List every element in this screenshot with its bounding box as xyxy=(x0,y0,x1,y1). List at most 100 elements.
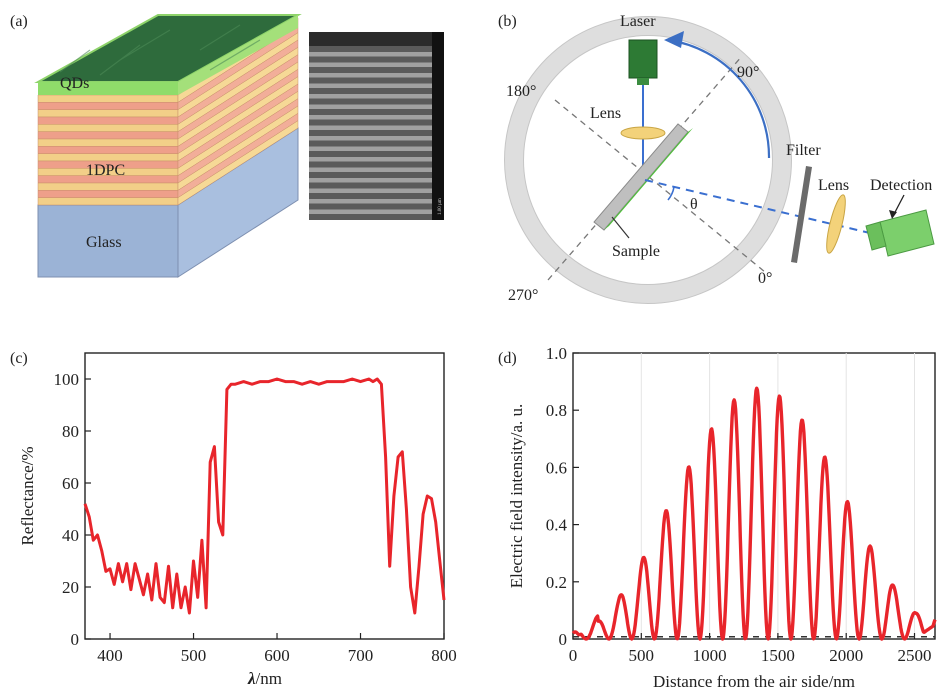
plot-c-ytick-label: 40 xyxy=(62,526,79,545)
plot-c-ytick-label: 20 xyxy=(62,578,79,597)
panel-d: (d) 0 500 1000 1500 2000 2500 0 0.2 0.4 0.6 0.8 1.0… xyxy=(498,344,937,691)
sample-label: Sample xyxy=(612,243,660,260)
panel-c-label: (c) xyxy=(10,350,28,367)
plot-c-ylabel: Reflectance/% xyxy=(18,446,37,545)
plot-c-frame xyxy=(84,352,445,640)
panel-a: (a) Glass 1DPC QDs 1.00 µm xyxy=(10,13,444,278)
sem-image: 1.00 µm xyxy=(309,32,444,220)
pc-layer-front xyxy=(37,116,179,125)
detection-label: Detection xyxy=(870,177,932,194)
pc-layer-front xyxy=(37,102,179,110)
rotation-arrowhead xyxy=(664,31,684,48)
plot-d-xtick-label: 1500 xyxy=(761,646,795,665)
pc-layer-front xyxy=(37,190,179,198)
angle-90: 90° xyxy=(737,64,759,81)
theta-arc xyxy=(667,186,675,201)
outer-lens xyxy=(826,194,846,254)
sem-layer-stripe xyxy=(309,83,432,88)
plot-d-ylabel: Electric field intensity/a. u. xyxy=(507,404,526,589)
plot-c-xlabel: λ/nm xyxy=(247,669,282,688)
pc-label: 1DPC xyxy=(86,162,125,179)
detector xyxy=(865,209,935,257)
outer-lens-label: Lens xyxy=(818,177,849,194)
plot-c-xtick-label: 800 xyxy=(431,646,457,665)
qd-layer xyxy=(34,14,302,95)
sem-layer-stripe xyxy=(309,94,432,99)
sem-layer-stripe xyxy=(309,136,432,141)
panel-c: (c) 400 500 600 700 800 0 20 40 60 80 100 Reflecta… xyxy=(10,350,457,688)
plot-c-xlabel-symbol: λ xyxy=(247,669,256,688)
panel-b-label: (b) xyxy=(498,13,517,30)
sem-layer-stripe xyxy=(309,62,432,67)
angle-270: 270° xyxy=(508,287,538,304)
sem-layer-stripe xyxy=(309,115,432,120)
sem-layer-stripe xyxy=(309,157,432,162)
sample xyxy=(593,123,693,231)
plot-d-ytick-label: 0.2 xyxy=(546,573,567,592)
plot-c-xtick-label: 600 xyxy=(264,646,290,665)
filter-label: Filter xyxy=(786,142,821,159)
sem-layer-stripe xyxy=(309,167,432,172)
detection-beam xyxy=(644,179,871,234)
plot-c-ytick-label: 60 xyxy=(62,474,79,493)
sem-layer-stripe xyxy=(309,199,432,204)
panel-a-label: (a) xyxy=(10,13,28,30)
sem-layer-stripe xyxy=(309,52,432,57)
pc-layer-front xyxy=(37,124,179,132)
panel-b: (b) Laser Lens Sample xyxy=(498,13,935,304)
sem-layer-stripe xyxy=(309,146,432,151)
plot-c-xtick-label: 400 xyxy=(97,646,123,665)
plot-d-ytick-label: 0.4 xyxy=(546,516,568,535)
plot-d-xtick-label: 1000 xyxy=(693,646,727,665)
reflectance-series-line xyxy=(83,377,446,615)
sem-scale-text: 1.00 µm xyxy=(438,198,443,215)
rotation-arrow xyxy=(667,38,771,159)
plot-d-ytick-label: 0.8 xyxy=(546,401,567,420)
pc-layer-front xyxy=(37,182,179,191)
panel-d-label: (d) xyxy=(498,350,517,367)
pc-layer-front xyxy=(37,197,179,206)
plot-d-xtick-label: 2500 xyxy=(898,646,932,665)
glass-label: Glass xyxy=(86,234,122,251)
plot-d-ytick-label: 1.0 xyxy=(546,344,567,363)
pc-layer-side xyxy=(177,120,299,206)
plot-d-ytick-label: 0.6 xyxy=(546,458,567,477)
plot-c-ytick-label: 0 xyxy=(71,630,80,649)
plot-d-xtick-label: 2000 xyxy=(829,646,863,665)
plot-d-xlabel: Distance from the air side/nm xyxy=(653,672,855,691)
sem-layer-stripe xyxy=(309,125,432,130)
laser-label: Laser xyxy=(620,13,656,30)
theta-label: θ xyxy=(690,196,698,213)
sem-layer-stripe xyxy=(309,178,432,183)
pc-layer-front xyxy=(37,146,179,154)
sem-layer-stripe xyxy=(309,209,432,214)
pc-layer-front xyxy=(37,109,179,118)
plot-c-xlabel-unit: /nm xyxy=(256,669,282,688)
plot-d-xtick-label: 500 xyxy=(629,646,655,665)
pc-layer-front xyxy=(37,131,179,140)
pc-stack xyxy=(37,17,299,206)
plot-d-frame xyxy=(572,352,936,640)
plot-c-xtick-label: 500 xyxy=(181,646,207,665)
angle-0: 0° xyxy=(758,270,772,287)
field-intensity-series-line xyxy=(571,386,937,641)
filter xyxy=(791,166,812,263)
plot-c-xtick-label: 700 xyxy=(348,646,374,665)
plot-c-ytick-label: 100 xyxy=(54,370,80,389)
pc-layer-front xyxy=(37,138,179,147)
axis-180-0 xyxy=(554,99,766,273)
plot-c-axes: 400 500 600 700 800 0 20 40 60 80 100 xyxy=(54,370,457,665)
sem-layer-stripe xyxy=(309,188,432,193)
plot-d-ytick-label: 0 xyxy=(559,630,568,649)
sem-layer-stripe xyxy=(309,104,432,109)
pc-layer-front xyxy=(37,153,179,162)
inner-lens-label: Lens xyxy=(590,105,621,122)
angle-180: 180° xyxy=(506,83,536,100)
plot-d-xtick-label: 0 xyxy=(569,646,578,665)
sample-pointer xyxy=(611,216,630,239)
sem-layer-stripe xyxy=(309,73,432,78)
rotation-ring xyxy=(504,16,792,304)
qd-label: QDs xyxy=(60,75,89,92)
inner-lens xyxy=(620,126,666,140)
